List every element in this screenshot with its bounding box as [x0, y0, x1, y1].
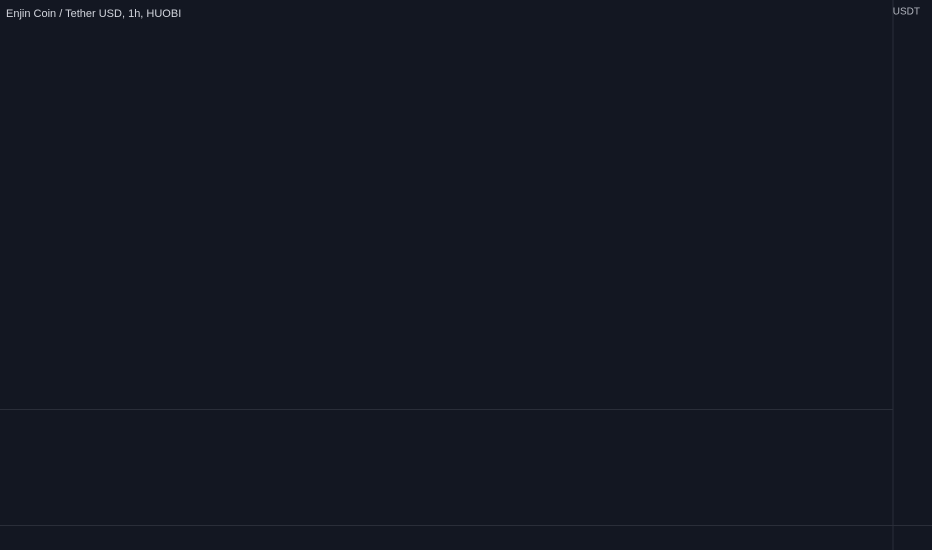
- chart-title: Enjin Coin / Tether USD, 1h, HUOBI: [6, 8, 181, 20]
- axis-unit: USDT: [893, 7, 920, 18]
